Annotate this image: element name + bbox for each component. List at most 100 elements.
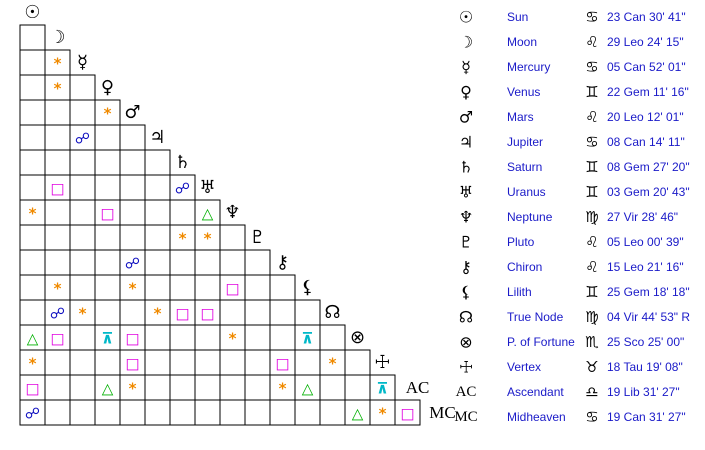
grid-cell — [44, 349, 71, 376]
body-glyph: ☊ — [459, 308, 473, 327]
grid-cell — [94, 149, 121, 176]
grid-cell — [144, 149, 171, 176]
grid-cell — [244, 249, 271, 276]
grid-cell — [94, 274, 121, 301]
aspect-symbol: ☍ — [75, 130, 90, 148]
aspect-symbol: ⊼ — [376, 380, 388, 398]
sign-glyph: ♊ — [585, 183, 598, 201]
aspect-symbol: * — [204, 230, 212, 248]
grid-cell — [19, 399, 46, 426]
grid-cell — [169, 199, 196, 226]
grid-cell — [69, 299, 96, 326]
sign-glyph: ♌ — [585, 108, 598, 126]
grid-cell — [169, 349, 196, 376]
grid-cell — [19, 49, 46, 76]
body-position: 08 Can 14' 11" — [607, 135, 685, 149]
grid-cell — [294, 399, 321, 426]
grid-cell — [44, 124, 71, 151]
grid-cell — [144, 249, 171, 276]
grid-cell — [269, 324, 296, 351]
grid-cell — [44, 249, 71, 276]
grid-cell — [69, 99, 96, 126]
grid-cell — [119, 199, 146, 226]
grid-cell — [169, 249, 196, 276]
aspect-symbol: * — [229, 330, 237, 348]
diagonal-glyph: MC — [429, 403, 455, 422]
sign-glyph: ♌ — [585, 258, 598, 276]
body-glyph: MC — [454, 409, 477, 425]
body-position: 04 Vir 44' 53" R — [607, 310, 690, 324]
diagonal-glyph: ♀ — [101, 77, 114, 98]
grid-cell — [44, 199, 71, 226]
aspect-symbol: ⊼ — [101, 330, 113, 348]
body-position: 22 Gem 11' 16" — [607, 85, 689, 99]
grid-cell — [44, 324, 71, 351]
grid-cell — [219, 399, 246, 426]
aspect-symbol: □ — [125, 355, 139, 373]
grid-cell — [144, 199, 171, 226]
body-name: Saturn — [507, 160, 542, 174]
body-name: Mercury — [507, 60, 550, 74]
grid-cell — [144, 374, 171, 401]
grid-cell — [19, 374, 46, 401]
grid-cell — [94, 124, 121, 151]
sign-glyph: ♋ — [585, 8, 598, 26]
sign-glyph: ♉ — [585, 358, 598, 376]
body-glyph: ♃ — [459, 133, 473, 152]
grid-cell — [244, 374, 271, 401]
grid-cell — [144, 224, 171, 251]
grid-cell — [319, 399, 346, 426]
sign-glyph: ♌ — [585, 33, 598, 51]
body-glyph: ☩ — [459, 358, 473, 377]
body-position: 23 Can 30' 41" — [607, 10, 686, 24]
aspect-symbol: * — [29, 355, 37, 373]
body-glyph: ☉ — [459, 8, 473, 27]
grid-cell — [19, 224, 46, 251]
body-name: Midheaven — [507, 410, 566, 424]
aspect-symbol: * — [54, 55, 62, 73]
grid-cell — [194, 249, 221, 276]
aspect-symbol: □ — [25, 380, 39, 398]
body-name: Venus — [507, 85, 540, 99]
grid-cell — [169, 324, 196, 351]
grid-cell — [119, 274, 146, 301]
grid-cell — [19, 74, 46, 101]
sign-glyph: ♋ — [585, 408, 598, 426]
grid-cell — [119, 299, 146, 326]
aspect-symbol: ☍ — [25, 405, 40, 423]
grid-cell — [269, 349, 296, 376]
aspect-grid: * * * ☍ □ ☍ * □ △ * * ☍ * * □ ☍ * * □ □ △ □ ⊼ □ * ⊼ * □ □ * □ △ * * △ ⊼ ☍ △ * □… — [19, 2, 456, 426]
grid-cell — [19, 324, 46, 351]
body-name: Sun — [507, 10, 528, 24]
grid-cell — [319, 324, 346, 351]
grid-cell — [69, 374, 96, 401]
aspect-symbol: * — [154, 305, 162, 323]
aspect-symbol: □ — [175, 305, 189, 323]
body-glyph: AC — [456, 384, 477, 400]
aspect-symbol: ☍ — [125, 255, 140, 273]
body-glyph: ♅ — [459, 183, 473, 202]
aspect-symbol: △ — [102, 380, 114, 398]
grid-cell — [119, 174, 146, 201]
grid-cell — [94, 399, 121, 426]
diagonal-glyph: ☽ — [49, 27, 65, 48]
grid-cell — [69, 349, 96, 376]
aspect-symbol: □ — [400, 405, 414, 423]
body-position: 18 Tau 19' 08" — [607, 360, 683, 374]
aspect-symbol: * — [129, 280, 137, 298]
diagonal-glyph: ⊗ — [350, 327, 365, 348]
body-position: 29 Leo 24' 15" — [607, 35, 684, 49]
sign-glyph: ♋ — [585, 133, 598, 151]
grid-cell — [169, 374, 196, 401]
aspect-symbol: * — [129, 380, 137, 398]
grid-cell — [119, 149, 146, 176]
grid-cell — [69, 149, 96, 176]
diagonal-glyph: ⚸ — [301, 277, 314, 298]
grid-cell — [244, 274, 271, 301]
grid-cell — [44, 299, 71, 326]
grid-cell — [169, 274, 196, 301]
grid-cell — [244, 299, 271, 326]
grid-cell — [219, 349, 246, 376]
diagonal-glyph: AC — [406, 378, 430, 397]
grid-cell — [219, 224, 246, 251]
